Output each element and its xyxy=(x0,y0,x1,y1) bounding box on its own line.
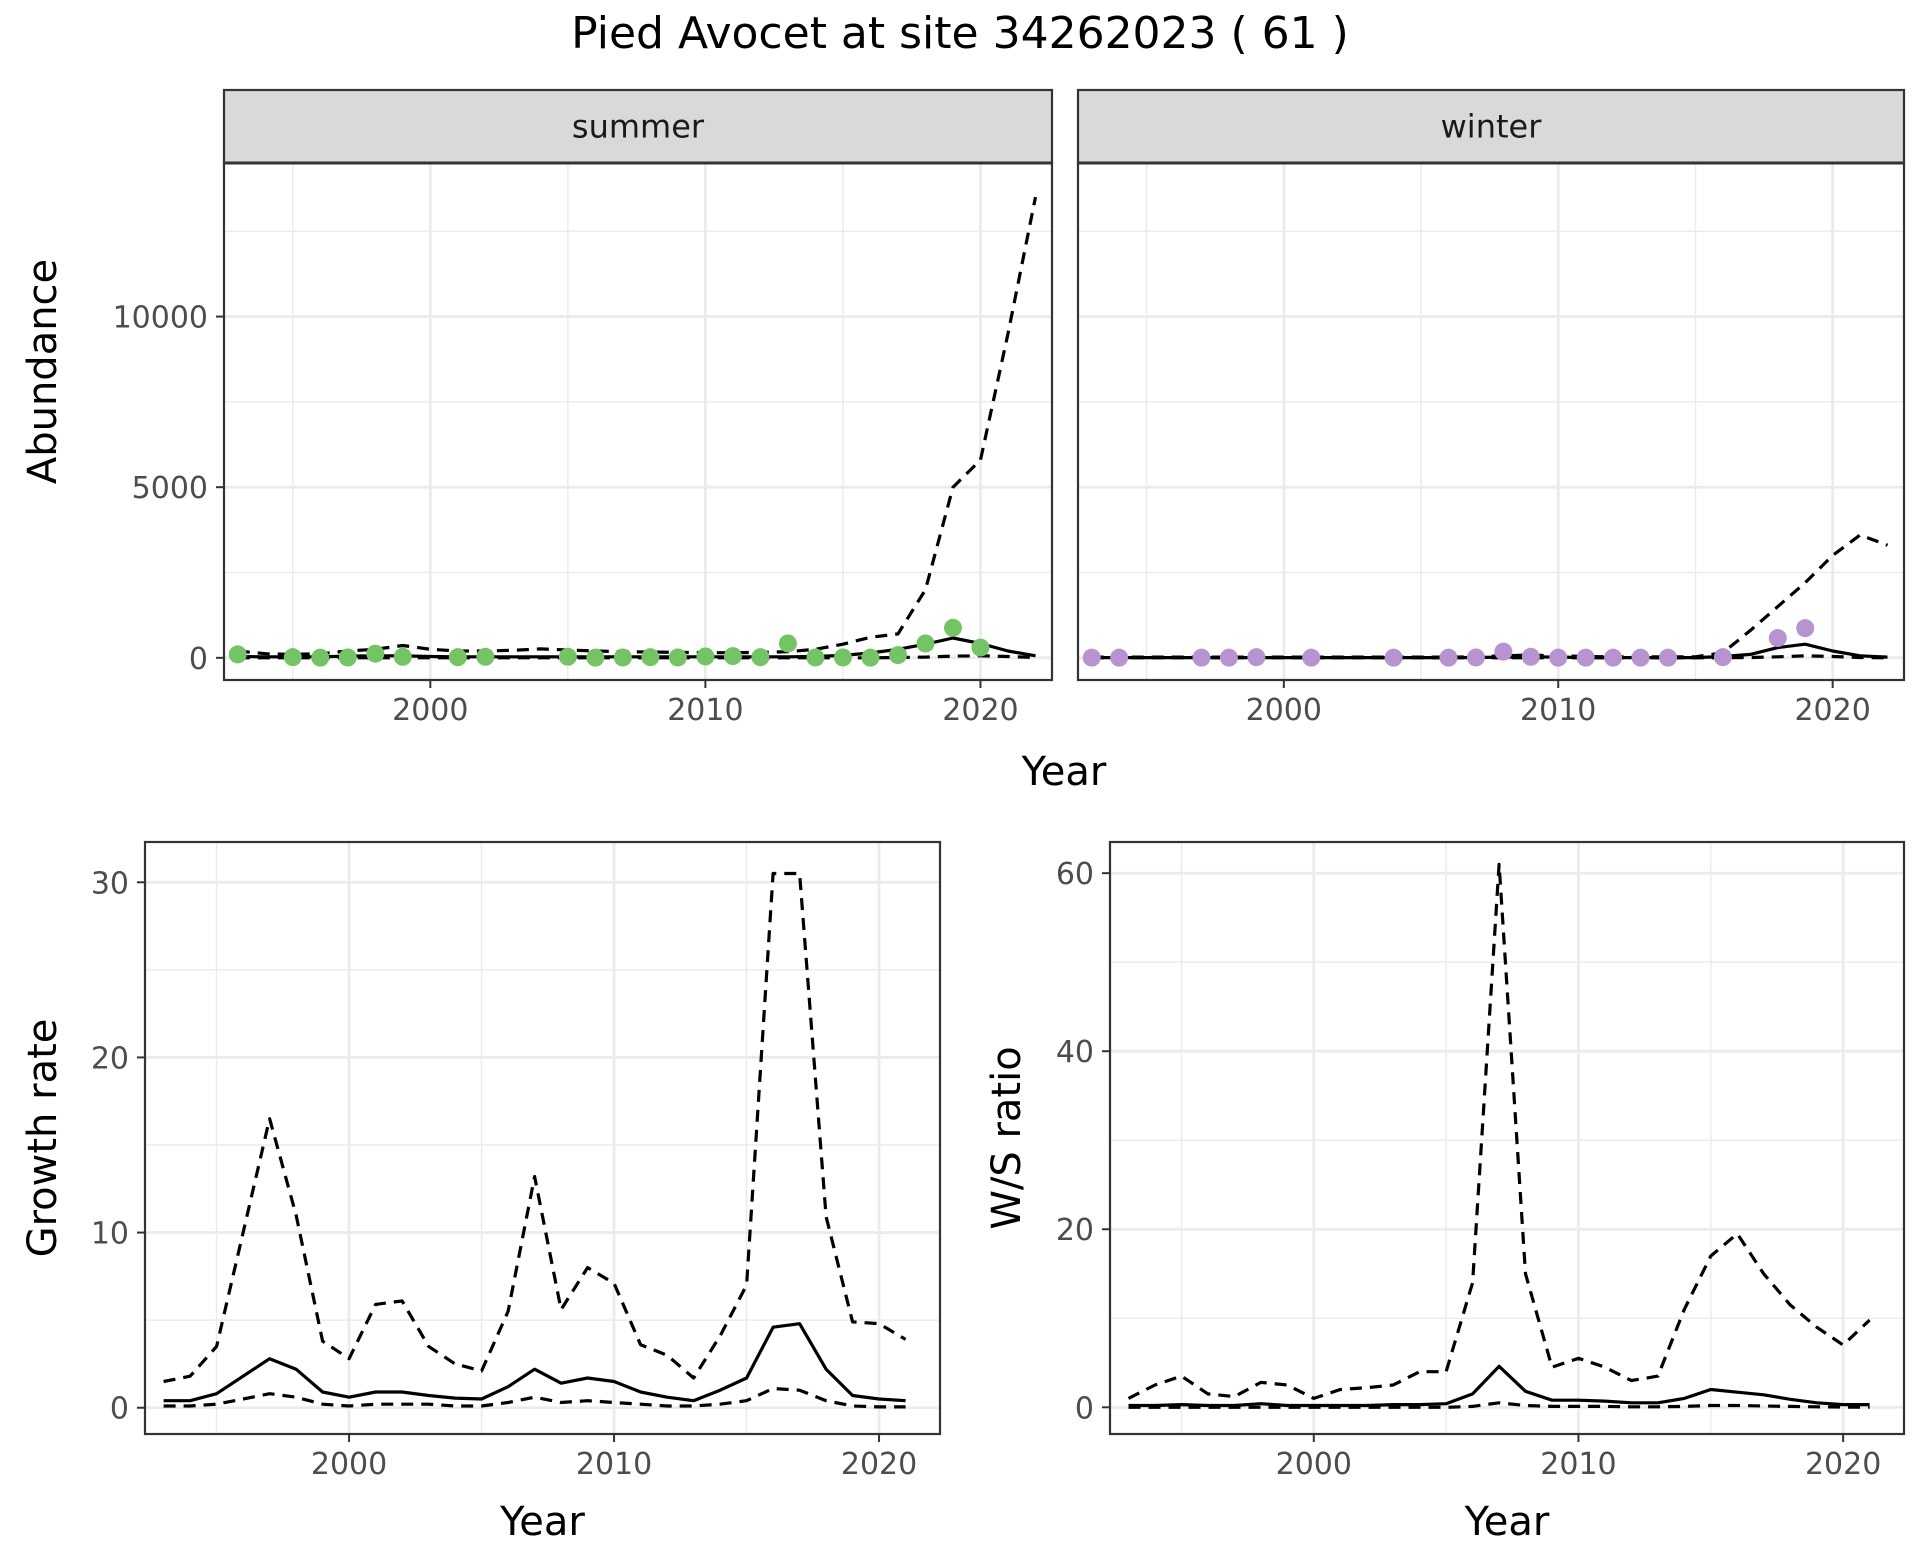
series-line-lower xyxy=(163,1386,906,1409)
data-point-winter xyxy=(1768,629,1787,648)
data-point-winter xyxy=(1521,647,1540,666)
data-point-summer xyxy=(558,647,577,666)
facet-strip xyxy=(1076,88,1906,165)
data-point-winter xyxy=(1494,642,1513,661)
panel-ws_ratio xyxy=(1102,840,1906,1442)
panel-growth xyxy=(137,840,942,1442)
series-line-upper xyxy=(163,871,907,1384)
data-point-summer xyxy=(586,648,605,667)
data-point-summer xyxy=(283,648,302,667)
panel-abundance-winter xyxy=(1076,88,1906,688)
data-point-summer xyxy=(696,647,715,666)
data-point-summer xyxy=(366,644,385,663)
facet-strip xyxy=(222,88,1054,165)
x-axis-label: Year xyxy=(1464,1499,1550,1545)
x-tick-label: 2020 xyxy=(942,693,1018,728)
panel-border xyxy=(1076,161,1906,682)
y-tick-label: 10 xyxy=(91,1217,129,1252)
data-point-summer xyxy=(888,646,907,665)
data-point-winter xyxy=(1604,648,1623,667)
data-point-winter xyxy=(1302,648,1321,667)
data-point-winter xyxy=(1439,648,1458,667)
data-point-summer xyxy=(723,647,742,666)
y-tick-label: 5000 xyxy=(132,471,208,506)
data-point-winter xyxy=(1384,648,1403,667)
y-tick-label: 0 xyxy=(1075,1391,1094,1426)
data-point-summer xyxy=(778,634,797,653)
series-line-lower xyxy=(1128,1401,1870,1409)
data-point-summer xyxy=(971,638,990,657)
y-tick-label: 60 xyxy=(1056,857,1094,892)
x-tick-label: 2010 xyxy=(667,693,743,728)
panel-border xyxy=(222,161,1054,682)
y-axis-label: W/S ratio xyxy=(984,1046,1030,1229)
series-line-estimate xyxy=(1091,642,1888,660)
data-point-winter xyxy=(1247,648,1266,667)
data-point-winter xyxy=(1659,648,1677,667)
data-point-winter xyxy=(1796,619,1815,638)
y-tick-label: 20 xyxy=(1056,1213,1094,1248)
figure-title: Pied Avocet at site 34262023 ( 61 ) xyxy=(571,8,1349,59)
data-point-winter xyxy=(1713,648,1732,667)
y-tick-label: 0 xyxy=(189,642,208,677)
x-axis-label: Year xyxy=(1021,749,1107,795)
data-point-winter xyxy=(1576,648,1595,667)
data-point-summer xyxy=(311,648,330,667)
y-axis-label: Abundance xyxy=(20,259,66,484)
data-point-summer xyxy=(833,648,852,667)
data-point-winter xyxy=(1549,648,1568,667)
series-line-estimate xyxy=(1128,1364,1870,1408)
data-point-summer xyxy=(751,648,770,667)
data-point-summer xyxy=(668,648,687,667)
data-point-summer xyxy=(806,648,825,667)
series-line-lower xyxy=(1091,654,1888,660)
data-point-winter xyxy=(1631,648,1650,667)
y-tick-label: 40 xyxy=(1056,1035,1094,1070)
x-tick-label: 2010 xyxy=(576,1447,652,1482)
data-point-winter xyxy=(1110,648,1129,667)
data-point-summer xyxy=(448,648,467,667)
x-tick-label: 2000 xyxy=(311,1447,387,1482)
x-tick-label: 2010 xyxy=(1540,1447,1616,1482)
y-axis-label: Growth rate xyxy=(20,1019,66,1258)
data-point-winter xyxy=(1192,648,1211,667)
panel-border xyxy=(1108,840,1906,1436)
data-point-summer xyxy=(861,648,880,667)
data-point-summer xyxy=(916,634,935,653)
x-tick-label: 2020 xyxy=(1794,693,1870,728)
data-point-summer xyxy=(393,647,412,666)
data-point-summer xyxy=(943,618,962,637)
data-point-winter xyxy=(1219,648,1238,667)
series-line-upper xyxy=(1091,533,1889,659)
x-axis-label: Year xyxy=(499,1499,585,1545)
facet-label: winter xyxy=(1441,108,1543,146)
series-line-estimate xyxy=(163,1322,906,1403)
series-line-upper xyxy=(1127,862,1871,1400)
y-tick-label: 30 xyxy=(91,866,129,901)
x-tick-label: 2010 xyxy=(1520,693,1596,728)
facet-label: summer xyxy=(572,108,705,146)
data-point-summer xyxy=(228,645,247,664)
data-point-winter xyxy=(1082,648,1101,667)
y-tick-label: 20 xyxy=(91,1041,129,1076)
series-line-estimate xyxy=(237,636,1036,659)
data-point-summer xyxy=(613,648,632,667)
series-line-upper xyxy=(237,196,1038,656)
panel-abundance-summer xyxy=(216,88,1054,688)
data-point-winter xyxy=(1466,648,1485,667)
data-point-summer xyxy=(338,648,357,667)
y-tick-label: 0 xyxy=(110,1392,129,1427)
x-tick-label: 2000 xyxy=(1246,693,1322,728)
panel-border xyxy=(143,840,942,1436)
x-tick-label: 2020 xyxy=(1805,1447,1881,1482)
y-tick-label: 10000 xyxy=(113,301,208,336)
data-point-summer xyxy=(641,648,660,667)
data-point-summer xyxy=(476,647,495,666)
x-tick-label: 2000 xyxy=(1276,1447,1352,1482)
x-tick-label: 2020 xyxy=(841,1447,917,1482)
x-tick-label: 2000 xyxy=(392,693,468,728)
